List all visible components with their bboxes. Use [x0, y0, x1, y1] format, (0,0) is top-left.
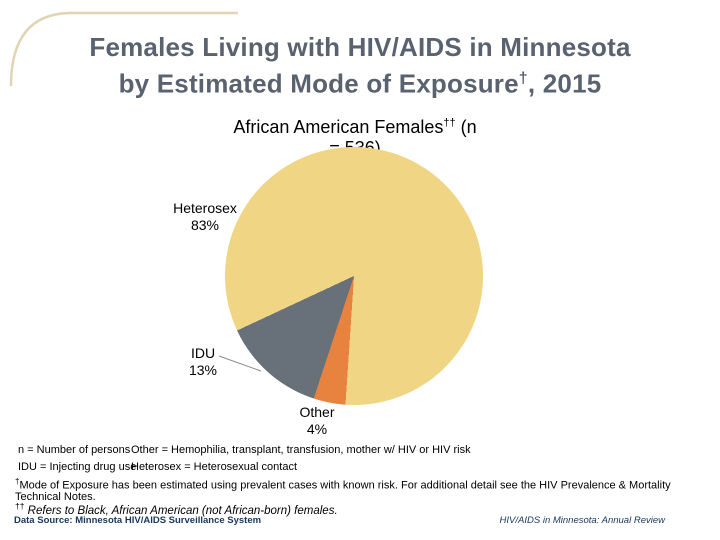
double-dagger-symbol: †† — [15, 501, 25, 511]
idu-label: IDU — [190, 345, 216, 361]
footnote-refers-to: †† Refers to Black, African American (no… — [15, 500, 707, 518]
pie-label-other: Other 4% — [285, 404, 349, 438]
publication-title: HIV/AIDS in Minnesota: Annual Review — [499, 515, 665, 526]
data-source-text: Data Source: Minnesota HIV/AIDS Surveill… — [14, 515, 262, 526]
note-n-definition: n = Number of persons — [18, 444, 131, 456]
idu-pct: 13% — [188, 362, 218, 378]
slide-title: Females Living with HIV/AIDS in Minnesot… — [0, 32, 720, 100]
note-idu-definition: IDU = Injecting drug use — [18, 461, 137, 473]
slide-title-line2: by Estimated Mode of Exposure†, 2015 — [0, 63, 720, 100]
slide-title-line2-year: , 2015 — [527, 68, 602, 99]
pie-label-heterosex: Heterosex 83% — [163, 200, 247, 234]
double-dagger-symbol: †† — [443, 117, 456, 129]
other-pct: 4% — [306, 421, 328, 437]
chart-title-text: African American Females — [233, 117, 444, 137]
pie-label-idu: IDU 13% — [178, 345, 228, 379]
footnote-mode-of-exposure-text: Mode of Exposure has been estimated usin… — [15, 479, 671, 504]
dagger-symbol: † — [15, 477, 20, 486]
pie-chart — [225, 147, 483, 405]
footnote-refers-to-text: Refers to Black, African American (not A… — [27, 504, 338, 517]
heterosex-pct: 83% — [190, 217, 220, 233]
chart-title-line1: African American Females†† (n — [195, 113, 515, 138]
dagger-symbol: † — [518, 70, 528, 87]
footnote-mode-of-exposure: †Mode of Exposure has been estimated usi… — [15, 476, 707, 504]
heterosex-label: Heterosex — [173, 200, 237, 216]
slide-title-line1: Females Living with HIV/AIDS in Minnesot… — [89, 32, 631, 62]
chart-title-n-open: (n — [455, 117, 477, 137]
other-label: Other — [299, 404, 335, 420]
note-heterosex-definition: Heterosex = Heterosexual contact — [131, 461, 298, 473]
note-other-definition: Other = Hemophilia, transplant, transfus… — [131, 444, 471, 456]
slide-title-line2-text: by Estimated Mode of Exposure — [118, 68, 519, 99]
